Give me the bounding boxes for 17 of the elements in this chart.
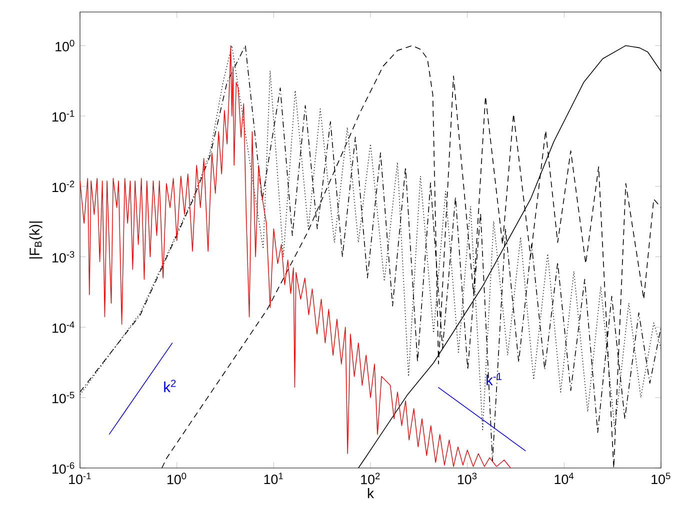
x-tick-label: 10$^{5}$ [652, 472, 670, 484]
y-axis-title: |F$_{B}$(k)| [29, 222, 42, 258]
y-tick-label: 10$^{-6}$ [52, 462, 74, 474]
x-axis-title: k [368, 488, 374, 498]
x-tick-label: 10$^{1}$ [264, 472, 283, 484]
x-tick-label: 10$^{2}$ [361, 472, 380, 484]
y-tick-label: 10$^{-3}$ [52, 251, 74, 263]
y-tick-label: 10$^{-2}$ [52, 180, 74, 192]
annotation: k$^{2}$ [164, 380, 176, 392]
y-tick-label: 10$^{-1}$ [52, 110, 74, 122]
y-tick-label: 10$^{-4}$ [52, 322, 74, 333]
x-tick-label: 10$^{3}$ [458, 472, 477, 484]
x-tick-label: 10$^{4}$ [554, 472, 574, 484]
y-tick-label: 10$^{-5}$ [52, 392, 74, 404]
x-tick-label: 10$^{0}$ [168, 472, 186, 484]
x-tick-label: 10$^{-1}$ [69, 472, 91, 484]
y-tick-label: 10$^{0}$ [56, 40, 74, 52]
